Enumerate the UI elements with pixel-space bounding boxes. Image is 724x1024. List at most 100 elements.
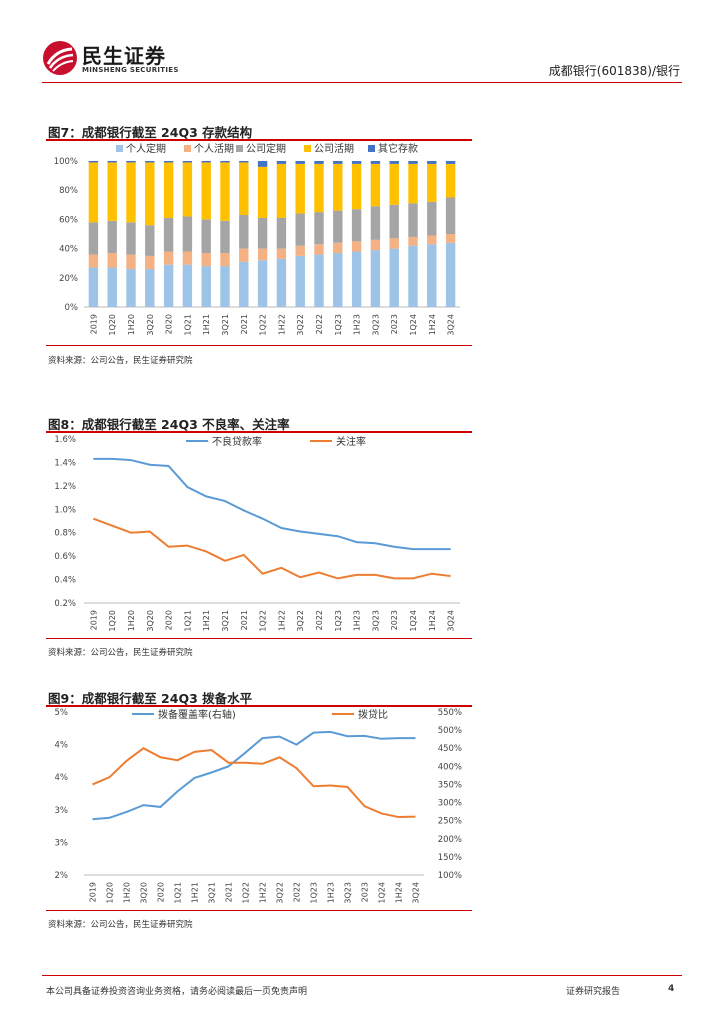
bar-segment (389, 248, 399, 307)
bar-segment (239, 248, 249, 262)
logo: 民生证券 MINSHENG SECURITIES (42, 38, 212, 82)
logo-text-en: MINSHENG SECURITIES (82, 66, 179, 74)
x-tick-label: 1H22 (277, 314, 286, 335)
bar-segment (88, 161, 99, 163)
bar-segment (408, 245, 418, 307)
y-left-tick-label: 3% (55, 806, 69, 816)
legend-label: 不良贷款率 (212, 435, 262, 448)
bar-segment (201, 252, 211, 267)
provision-loan-ratio-line (92, 747, 416, 819)
legend-label: 公司活期 (314, 143, 354, 155)
bar-segment (239, 161, 249, 163)
footer-report-type: 证券研究报告 (566, 987, 621, 997)
legend-label: 拨备覆盖率(右轴) (158, 708, 236, 721)
bar-segment (427, 235, 437, 245)
header-divider (42, 82, 682, 83)
bar-segment (182, 264, 193, 307)
y-tick-label: 40% (59, 245, 78, 255)
special-mention-ratio-line (93, 517, 451, 580)
bar-segment (239, 162, 249, 216)
y-tick-label: 0.2% (54, 599, 76, 609)
footer-divider (42, 975, 682, 976)
x-tick-label: 1Q22 (259, 314, 268, 336)
bar-segment (182, 216, 193, 252)
x-tick-label: 1H21 (202, 610, 211, 631)
y-tick-label: 100% (54, 157, 78, 167)
bar-segment (314, 244, 324, 255)
y-right-tick-label: 200% (438, 835, 462, 845)
npl-ratio-line (93, 457, 451, 551)
bar-segment (276, 161, 287, 164)
bar-segment (351, 251, 362, 307)
y-left-tick-label: 3% (55, 838, 69, 848)
y-right-tick-label: 100% (438, 871, 462, 881)
x-tick-label: 3Q20 (140, 882, 149, 904)
bar-segment (408, 236, 418, 246)
bar-segment (257, 260, 268, 307)
bar-segment (389, 161, 399, 164)
bar-segment (257, 248, 268, 261)
logo-mark-icon (43, 41, 77, 75)
bar-segment (126, 161, 136, 163)
y-left-tick-label: 2% (55, 871, 69, 881)
bar-segment (427, 244, 437, 307)
bar-segment (333, 163, 343, 211)
report-tag: 成都银行(601838)/银行 (548, 64, 680, 78)
x-tick-label: 1H24 (428, 610, 437, 631)
bar-segment (163, 251, 174, 265)
x-tick-label: 1H21 (191, 882, 200, 903)
bar-segment (333, 161, 343, 164)
bar-segment (163, 161, 174, 163)
y-tick-label: 60% (59, 215, 78, 225)
legend-label: 关注率 (336, 435, 366, 448)
bar-segment (351, 241, 362, 252)
x-tick-label: 3Q22 (296, 610, 305, 632)
bar-segment (314, 161, 324, 164)
x-tick-label: 1H23 (353, 314, 362, 335)
bar-segment (445, 197, 456, 234)
footer-disclaimer: 本公司具备证券投资咨询业务资格，请务必阅读最后一页免责声明 (46, 987, 308, 997)
bar-segment (257, 166, 268, 218)
x-tick-label: 1H23 (327, 882, 336, 903)
x-tick-label: 2020 (157, 882, 166, 902)
x-tick-label: 2021 (240, 314, 249, 334)
x-tick-label: 2023 (361, 882, 370, 902)
x-tick-label: 1Q23 (334, 610, 343, 632)
bar-segment (107, 162, 117, 221)
bar-segment (427, 201, 437, 236)
x-tick-label: 1Q24 (378, 882, 387, 904)
bar-segment (126, 162, 136, 223)
bar-segment (333, 242, 343, 253)
logo-text-cn: 民生证券 (82, 44, 166, 68)
bar-segment (370, 161, 381, 164)
bar-segment (276, 258, 287, 307)
x-tick-label: 3Q20 (146, 610, 155, 632)
x-tick-label: 1H22 (277, 610, 286, 631)
bar-segment (107, 267, 117, 307)
y-right-tick-label: 250% (438, 817, 462, 827)
x-tick-label: 3Q20 (146, 314, 155, 336)
x-tick-label: 2021 (225, 882, 234, 902)
bar-segment (389, 238, 399, 249)
x-tick-label: 1H21 (202, 314, 211, 335)
bar-segment (88, 267, 99, 307)
figure-8-bottom-rule (46, 638, 472, 639)
figure-8-title: 图8：成都银行截至 24Q3 不良率、关注率 (48, 417, 290, 432)
y-right-tick-label: 550% (438, 708, 462, 718)
legend-label: 个人活期 (194, 143, 234, 155)
bar-segment (182, 162, 193, 217)
x-tick-label: 2019 (89, 882, 98, 902)
y-tick-label: 1.2% (54, 482, 76, 492)
bar-segment (220, 266, 230, 307)
bar-segment (276, 217, 287, 249)
x-tick-label: 1Q23 (334, 314, 343, 336)
bar-segment (201, 162, 211, 220)
x-tick-label: 2019 (89, 314, 98, 334)
npl-ratio-chart: 0.2% 0.4% 0.6% 0.8% 1.0% 1.2% 1.4% 1.6% 2019 1Q20… (54, 435, 460, 632)
x-tick-label: 3Q23 (344, 882, 353, 904)
figure-7-top-rule (46, 139, 472, 141)
figure-7-source: 资料来源：公司公告，民生证券研究院 (48, 356, 193, 366)
y-tick-label: 1.0% (54, 505, 76, 515)
bar-segment (126, 254, 136, 270)
legend-swatch (304, 145, 311, 152)
